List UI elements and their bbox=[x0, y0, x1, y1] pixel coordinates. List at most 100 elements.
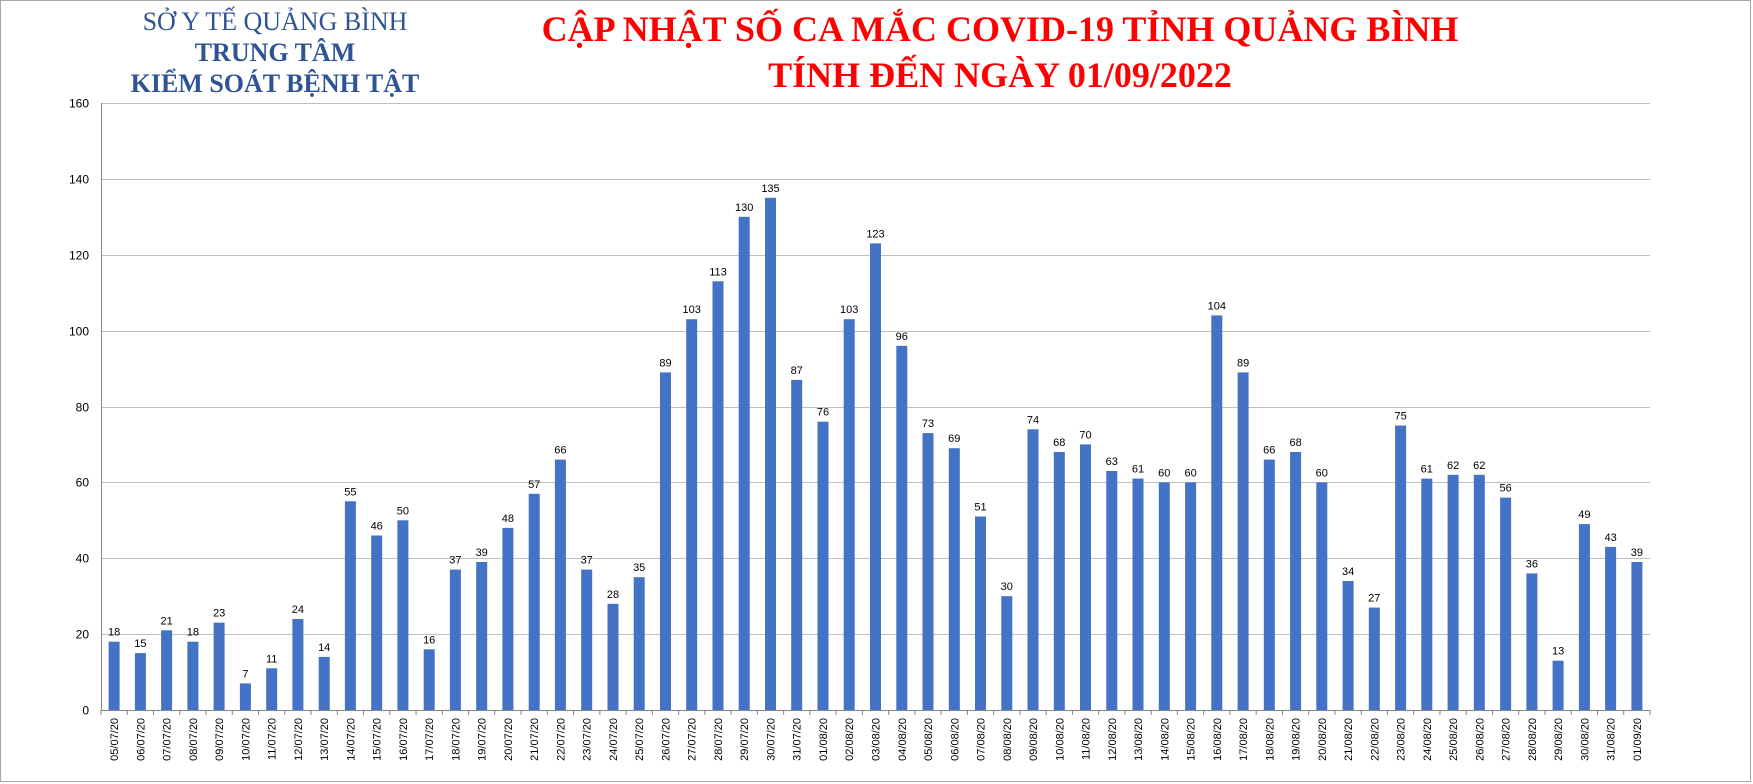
x-tick-label: 15/08/20 bbox=[1186, 718, 1198, 761]
bar bbox=[213, 622, 225, 710]
x-tick-label: 06/07/20 bbox=[135, 718, 147, 761]
bar bbox=[948, 448, 960, 710]
data-label: 69 bbox=[948, 433, 960, 445]
x-tick-label: 25/08/20 bbox=[1448, 718, 1460, 761]
x-tick-label: 07/08/20 bbox=[976, 718, 988, 761]
x-tick-label: 09/07/20 bbox=[214, 718, 226, 761]
bar bbox=[817, 421, 829, 710]
bar bbox=[1342, 581, 1354, 710]
bar bbox=[1053, 452, 1065, 710]
y-tick-label: 60 bbox=[76, 476, 90, 490]
data-label: 13 bbox=[1552, 646, 1564, 658]
x-tick-label: 28/07/20 bbox=[713, 718, 725, 761]
data-label: 66 bbox=[1263, 445, 1275, 457]
bar bbox=[1526, 573, 1538, 710]
data-label: 48 bbox=[502, 513, 514, 525]
bar bbox=[528, 493, 540, 710]
data-label: 60 bbox=[1184, 467, 1196, 479]
x-tick-label: 24/08/20 bbox=[1422, 718, 1434, 761]
bar bbox=[1500, 497, 1512, 710]
x-tick-label: 18/08/20 bbox=[1264, 718, 1276, 761]
data-label: 89 bbox=[659, 357, 671, 369]
data-label: 135 bbox=[761, 183, 779, 195]
bar bbox=[1211, 315, 1223, 710]
x-tick-label: 01/08/20 bbox=[818, 718, 830, 761]
bar bbox=[1158, 482, 1170, 710]
x-tick-label: 26/08/20 bbox=[1474, 718, 1486, 761]
data-label: 50 bbox=[397, 505, 409, 517]
data-label: 60 bbox=[1158, 467, 1170, 479]
bar bbox=[607, 603, 619, 710]
bar bbox=[266, 668, 278, 710]
org-center: TRUNG TÂM bbox=[194, 38, 356, 67]
x-tick-label: 20/08/20 bbox=[1317, 718, 1329, 761]
data-label: 35 bbox=[633, 562, 645, 574]
x-tick-label: 17/08/20 bbox=[1238, 718, 1250, 761]
x-tick-label: 13/08/20 bbox=[1133, 718, 1145, 761]
x-tick-label: 14/07/20 bbox=[345, 718, 357, 761]
x-tick-label: 08/08/20 bbox=[1002, 718, 1014, 761]
data-label: 28 bbox=[607, 589, 619, 601]
data-label: 55 bbox=[344, 486, 356, 498]
bar bbox=[502, 527, 514, 710]
y-tick-label: 0 bbox=[82, 704, 89, 718]
bar bbox=[1132, 478, 1144, 710]
bar bbox=[1185, 482, 1197, 710]
data-label: 57 bbox=[528, 479, 540, 491]
bar bbox=[397, 520, 409, 710]
data-label: 75 bbox=[1394, 411, 1406, 423]
x-tick-label: 03/08/20 bbox=[871, 718, 883, 761]
bar bbox=[1605, 546, 1617, 710]
bar bbox=[1106, 471, 1118, 710]
data-label: 49 bbox=[1578, 509, 1590, 521]
org-department: SỞ Y TẾ QUẢNG BÌNH bbox=[142, 7, 408, 36]
data-label: 27 bbox=[1368, 593, 1380, 605]
y-tick-label: 20 bbox=[76, 628, 90, 642]
bar bbox=[239, 683, 251, 710]
x-tick-label: 28/08/20 bbox=[1527, 718, 1539, 761]
chart-title: CẬP NHẬT SỐ CA MẮC COVID-19 TỈNH QUẢNG B… bbox=[541, 9, 1459, 49]
data-label: 70 bbox=[1079, 429, 1091, 441]
bar bbox=[449, 569, 461, 710]
bar bbox=[134, 653, 146, 710]
data-label: 14 bbox=[318, 642, 330, 654]
x-tick-label: 16/08/20 bbox=[1212, 718, 1224, 761]
bar bbox=[161, 630, 173, 710]
bar bbox=[686, 319, 698, 710]
x-tick-label: 11/07/20 bbox=[267, 718, 279, 760]
x-tick-label: 05/07/20 bbox=[109, 718, 121, 761]
bar bbox=[896, 345, 908, 710]
bar bbox=[1395, 425, 1407, 710]
x-tick-label: 09/08/20 bbox=[1028, 718, 1040, 761]
data-label: 36 bbox=[1526, 558, 1538, 570]
x-tick-label: 31/07/20 bbox=[792, 718, 804, 761]
x-tick-label: 20/07/20 bbox=[503, 718, 515, 761]
data-label: 61 bbox=[1132, 464, 1144, 476]
y-tick-label: 140 bbox=[69, 173, 89, 187]
org-center-name: KIỂM SOÁT BỆNH TẬT bbox=[130, 69, 420, 98]
x-tick-label: 10/08/20 bbox=[1054, 718, 1066, 761]
x-tick-label: 16/07/20 bbox=[398, 718, 410, 761]
data-label: 68 bbox=[1289, 437, 1301, 449]
x-tick-label: 07/07/20 bbox=[162, 718, 174, 761]
data-label: 76 bbox=[817, 407, 829, 419]
x-tick-label: 12/07/20 bbox=[293, 718, 305, 761]
data-label: 104 bbox=[1208, 300, 1226, 312]
x-tick-label: 29/08/20 bbox=[1553, 718, 1565, 761]
bar bbox=[1447, 474, 1459, 710]
bar bbox=[1421, 478, 1433, 710]
y-tick-label: 160 bbox=[69, 97, 89, 111]
data-label: 130 bbox=[735, 202, 753, 214]
x-tick-label: 08/07/20 bbox=[188, 718, 200, 761]
bar bbox=[1578, 524, 1590, 710]
x-tick-label: 15/07/20 bbox=[372, 718, 384, 761]
data-label: 37 bbox=[581, 555, 593, 567]
bar bbox=[922, 433, 934, 710]
x-tick-label: 29/07/20 bbox=[739, 718, 751, 761]
bar bbox=[738, 216, 750, 711]
x-tick-label: 30/07/20 bbox=[766, 718, 778, 761]
x-tick-label: 12/08/20 bbox=[1107, 718, 1119, 761]
y-tick-label: 40 bbox=[76, 552, 90, 566]
x-tick-label: 23/07/20 bbox=[582, 718, 594, 761]
